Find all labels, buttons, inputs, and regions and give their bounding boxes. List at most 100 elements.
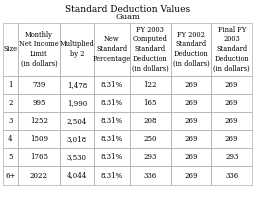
Bar <box>170 112 210 130</box>
Bar <box>18 148 59 166</box>
Bar <box>3 166 18 185</box>
Bar <box>210 94 251 112</box>
Text: 995: 995 <box>32 99 45 107</box>
Bar <box>210 148 251 166</box>
Bar <box>18 112 59 130</box>
Bar <box>93 166 129 185</box>
Text: 6+: 6+ <box>5 172 15 179</box>
Bar <box>129 148 170 166</box>
Bar <box>170 130 210 148</box>
Bar <box>170 166 210 185</box>
Text: 293: 293 <box>143 153 156 161</box>
Text: 4: 4 <box>8 135 13 143</box>
Bar <box>93 23 129 76</box>
Bar <box>129 94 170 112</box>
Text: 4,044: 4,044 <box>66 172 87 179</box>
Bar <box>210 23 251 76</box>
Bar <box>59 166 93 185</box>
Text: 269: 269 <box>184 117 197 125</box>
Text: 336: 336 <box>143 172 156 179</box>
Bar <box>59 76 93 94</box>
Bar <box>3 23 18 76</box>
Text: 3,018: 3,018 <box>67 135 87 143</box>
Text: 1252: 1252 <box>30 117 48 125</box>
Text: 8.31%: 8.31% <box>100 99 122 107</box>
Text: 269: 269 <box>184 81 197 89</box>
Bar <box>59 23 93 76</box>
Text: 5: 5 <box>8 153 13 161</box>
Text: Final FY
2003
Standard
Deduction
(in dollars): Final FY 2003 Standard Deduction (in dol… <box>213 26 249 73</box>
Text: 2,504: 2,504 <box>66 117 87 125</box>
Bar <box>170 94 210 112</box>
Bar <box>18 23 59 76</box>
Text: 3,530: 3,530 <box>67 153 86 161</box>
Text: 269: 269 <box>184 153 197 161</box>
Text: 269: 269 <box>224 117 237 125</box>
Bar <box>18 76 59 94</box>
Text: 8.31%: 8.31% <box>100 153 122 161</box>
Bar <box>93 130 129 148</box>
Bar <box>170 148 210 166</box>
Text: 2: 2 <box>8 99 13 107</box>
Text: Monthly
Net Income
Limit
(in dollars): Monthly Net Income Limit (in dollars) <box>19 31 59 68</box>
Bar <box>210 166 251 185</box>
Text: 8.31%: 8.31% <box>100 135 122 143</box>
Bar <box>93 148 129 166</box>
Bar <box>93 76 129 94</box>
Text: 336: 336 <box>224 172 237 179</box>
Text: 1509: 1509 <box>30 135 48 143</box>
Text: 208: 208 <box>143 117 156 125</box>
Bar <box>210 130 251 148</box>
Text: Guam: Guam <box>115 13 139 21</box>
Bar <box>129 130 170 148</box>
Text: 3: 3 <box>8 117 12 125</box>
Bar <box>129 112 170 130</box>
Text: 8.31%: 8.31% <box>100 172 122 179</box>
Bar <box>3 76 18 94</box>
Text: 293: 293 <box>224 153 237 161</box>
Text: 269: 269 <box>184 135 197 143</box>
Text: 269: 269 <box>224 99 237 107</box>
Bar <box>18 166 59 185</box>
Text: 269: 269 <box>224 81 237 89</box>
Text: Size: Size <box>3 45 17 53</box>
Bar <box>3 94 18 112</box>
Text: FY 2002
Standard
Deduction
(in dollars): FY 2002 Standard Deduction (in dollars) <box>172 31 209 68</box>
Text: 1,990: 1,990 <box>66 99 87 107</box>
Bar <box>210 112 251 130</box>
Text: 269: 269 <box>224 135 237 143</box>
Text: 739: 739 <box>32 81 45 89</box>
Bar <box>170 23 210 76</box>
Bar <box>59 130 93 148</box>
Bar <box>170 76 210 94</box>
Bar <box>129 166 170 185</box>
Bar <box>18 130 59 148</box>
Bar <box>18 94 59 112</box>
Text: 1: 1 <box>8 81 13 89</box>
Bar <box>129 23 170 76</box>
Bar <box>93 94 129 112</box>
Bar <box>3 112 18 130</box>
Text: 8.31%: 8.31% <box>100 81 122 89</box>
Text: FY 2003
Computed
Standard
Deduction
(in dollars): FY 2003 Computed Standard Deduction (in … <box>132 26 168 73</box>
Text: 269: 269 <box>184 99 197 107</box>
Text: 250: 250 <box>143 135 156 143</box>
Bar <box>59 94 93 112</box>
Bar <box>3 148 18 166</box>
Text: 1,478: 1,478 <box>66 81 87 89</box>
Bar <box>59 148 93 166</box>
Text: 2022: 2022 <box>30 172 48 179</box>
Text: Multiplied
by 2: Multiplied by 2 <box>59 40 94 58</box>
Text: 1765: 1765 <box>30 153 48 161</box>
Bar <box>3 130 18 148</box>
Text: 122: 122 <box>143 81 156 89</box>
Bar <box>129 76 170 94</box>
Text: 269: 269 <box>184 172 197 179</box>
Text: Standard Deduction Values: Standard Deduction Values <box>65 5 189 14</box>
Bar <box>93 112 129 130</box>
Bar <box>59 112 93 130</box>
Text: 165: 165 <box>143 99 156 107</box>
Bar <box>210 76 251 94</box>
Text: New
Standard
Percentage: New Standard Percentage <box>92 35 130 63</box>
Text: 8.31%: 8.31% <box>100 117 122 125</box>
